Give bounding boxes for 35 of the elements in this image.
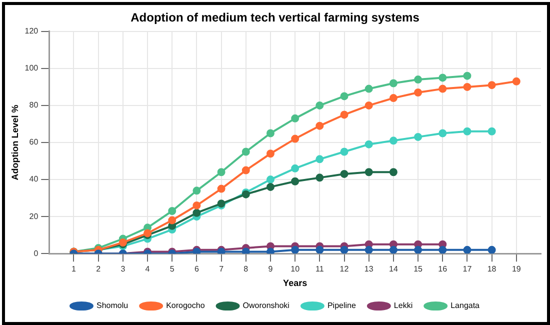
- x-tick-label: 12: [340, 264, 350, 274]
- x-tick-label: 2: [96, 264, 102, 274]
- x-axis-title: Years: [283, 278, 308, 288]
- x-tick-label: 10: [290, 264, 300, 274]
- legend-label: Langata: [450, 301, 480, 310]
- x-tick-label: 1: [72, 264, 77, 274]
- legend-label: Lekki: [394, 301, 413, 310]
- x-tick-label: 3: [120, 264, 126, 274]
- x-tick-label: 6: [194, 264, 200, 274]
- x-tick-label: 7: [219, 264, 224, 274]
- x-tick-label: 11: [316, 264, 324, 274]
- x-tick-label: 5: [170, 264, 175, 274]
- x-tick-label: 13: [364, 264, 374, 274]
- legend-label: Shomolu: [96, 301, 128, 310]
- x-tick-label: 16: [438, 264, 448, 274]
- y-tick-label: 80: [29, 100, 39, 110]
- x-tick-label: 14: [388, 264, 398, 274]
- y-tick-label: 40: [29, 174, 39, 184]
- legend-label: Pipeline: [327, 301, 356, 310]
- x-tick-label: 19: [512, 264, 522, 274]
- y-tick-label: 60: [29, 138, 39, 147]
- x-tick-label: 4: [145, 264, 150, 274]
- legend-label: Korogocho: [166, 301, 206, 310]
- x-tick-label: 8: [244, 264, 249, 274]
- legend-label: Oworonshoki: [242, 301, 290, 310]
- y-tick-label: 20: [29, 212, 39, 221]
- y-axis-title: Adoption Level %: [10, 104, 20, 180]
- x-tick-label: 18: [487, 264, 497, 274]
- x-tick-label: 17: [462, 264, 472, 274]
- x-tick-label: 9: [268, 264, 274, 274]
- y-tick-label: 120: [24, 26, 39, 36]
- chart-title: Adoption of medium tech vertical farming systems: [130, 10, 420, 25]
- x-tick-label: 15: [414, 264, 424, 274]
- y-tick-label: 100: [24, 64, 39, 73]
- y-tick-label: 0: [34, 248, 39, 258]
